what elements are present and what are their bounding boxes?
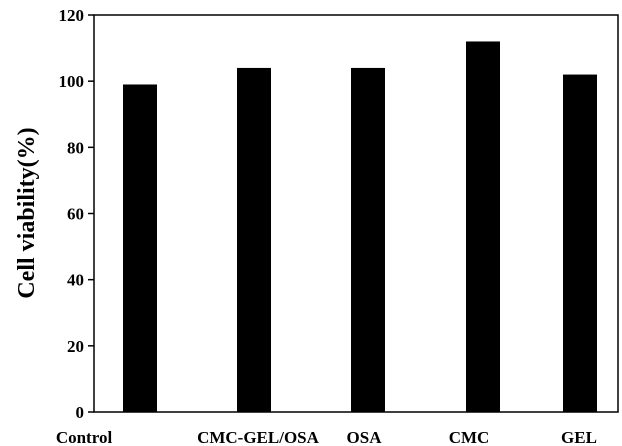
- y-tick-label: 40: [67, 271, 84, 290]
- y-axis-title: Cell viability(%): [14, 127, 40, 298]
- y-tick-label: 100: [59, 72, 85, 91]
- bar-control: [123, 84, 157, 412]
- x-category-label: CMC-GEL/OSA: [197, 428, 320, 446]
- y-tick-label: 20: [67, 337, 84, 356]
- y-axis-ticks: 0 20 40 60 80 100 120: [59, 6, 94, 422]
- y-tick-label: 60: [67, 205, 84, 224]
- bars: [123, 41, 597, 413]
- x-category-label: OSA: [347, 428, 383, 446]
- x-category-label: GEL: [561, 428, 597, 446]
- y-tick-label: 80: [67, 138, 84, 157]
- y-tick-label: 120: [59, 6, 85, 25]
- x-axis-labels: Control CMC-GEL/OSA OSA CMC GEL: [56, 428, 597, 446]
- x-category-label: Control: [56, 428, 113, 446]
- bar-osa: [351, 67, 385, 412]
- bar-cmc-gel-osa: [237, 67, 271, 412]
- bar-cmc: [466, 41, 500, 412]
- y-tick-label: 0: [76, 403, 85, 422]
- bar-gel: [563, 74, 597, 413]
- x-category-label: CMC: [449, 428, 490, 446]
